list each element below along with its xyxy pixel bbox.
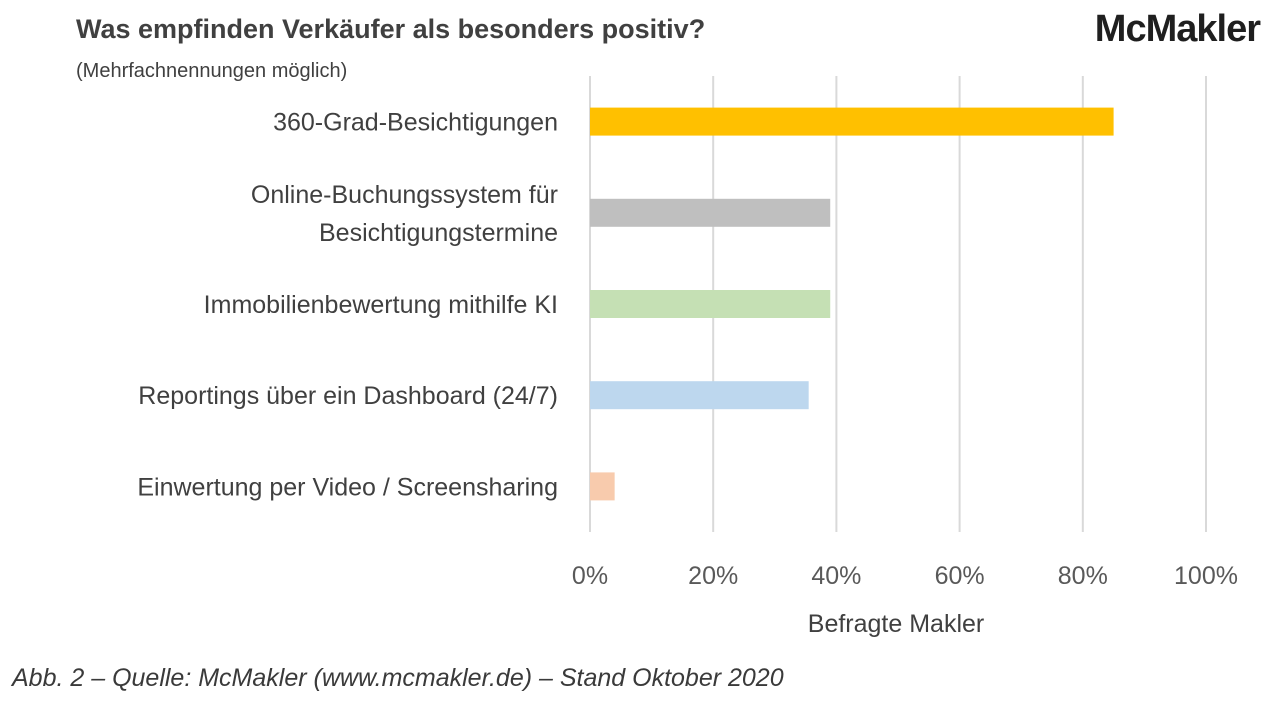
x-tick-label: 40%	[811, 562, 861, 590]
category-label: Reportings über ein Dashboard (24/7)	[138, 382, 558, 410]
bar-5	[590, 472, 615, 501]
x-tick-label: 60%	[935, 562, 985, 590]
category-label: Immobilienbewertung mithilfe KI	[204, 291, 558, 319]
grid-lines	[589, 76, 1207, 532]
x-axis-label: Befragte Makler	[808, 610, 984, 638]
x-tick-label: 20%	[688, 562, 738, 590]
brand-logo: McMakler	[1094, 8, 1261, 50]
source-footnote: Abb. 2 – Quelle: McMakler (www.mcmakler.…	[12, 664, 784, 692]
x-tick-labels: 0% 20% 40% 60% 80% 100%	[572, 562, 1238, 590]
bar-2	[590, 198, 831, 227]
category-label: Einwertung per Video / Screensharing	[137, 473, 558, 501]
x-tick-label: 0%	[572, 562, 608, 590]
bars	[590, 107, 1114, 501]
chart-subtitle: (Mehrfachnennungen möglich)	[76, 60, 348, 82]
bar-1	[590, 107, 1114, 136]
bar-3	[590, 290, 831, 318]
category-label: Online-Buchungssystem für	[251, 181, 558, 209]
category-label: Besichtigungstermine	[319, 219, 558, 247]
x-tick-label: 100%	[1174, 562, 1238, 590]
bar-4	[590, 381, 809, 410]
x-tick-label: 80%	[1058, 562, 1108, 590]
category-labels: 360-Grad-Besichtigungen Online-Buchungssy…	[137, 109, 558, 502]
chart-title: Was empfinden Verkäufer als besonders po…	[76, 14, 706, 44]
category-label: 360-Grad-Besichtigungen	[273, 109, 558, 137]
